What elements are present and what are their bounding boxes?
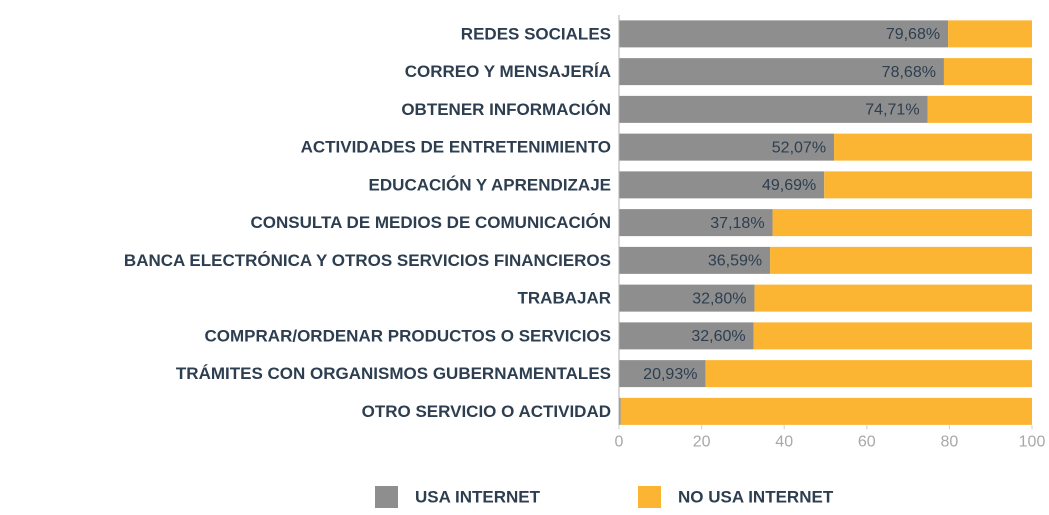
bar-segment xyxy=(619,284,755,312)
x-tick-label: 0 xyxy=(615,433,624,450)
category-label: CORREO Y MENSAJERÍA xyxy=(405,62,611,81)
bar-segment xyxy=(619,95,928,123)
value-label: 52,07% xyxy=(772,139,826,156)
bar-segment xyxy=(948,20,1032,48)
legend-swatch xyxy=(638,486,661,508)
bar-segment xyxy=(927,95,1032,123)
bar-segment xyxy=(619,209,773,237)
value-label: 32,80% xyxy=(692,290,746,307)
value-label: 20,93% xyxy=(643,366,697,383)
value-label: 37,18% xyxy=(710,215,764,232)
x-tick-label: 20 xyxy=(693,433,711,450)
x-tick-label: 80 xyxy=(941,433,959,450)
bar-segment xyxy=(619,171,825,199)
category-label: TRÁMITES CON ORGANISMOS GUBERNAMENTALES xyxy=(176,364,611,383)
bar-segment xyxy=(619,58,944,86)
value-label: 36,59% xyxy=(708,253,762,270)
legend-label: NO USA INTERNET xyxy=(678,487,834,506)
value-label: 79,68% xyxy=(886,26,940,43)
bar-segment xyxy=(770,246,1032,274)
category-label: REDES SOCIALES xyxy=(461,24,611,43)
x-tick-label: 100 xyxy=(1019,433,1046,450)
category-label: ACTIVIDADES DE ENTRETENIMIENTO xyxy=(301,138,611,157)
bar-segment xyxy=(943,58,1032,86)
category-label: EDUCACIÓN Y APRENDIZAJE xyxy=(369,175,611,194)
bar-segment xyxy=(619,133,835,161)
category-label: OBTENER INFORMACIÓN xyxy=(401,100,611,119)
legend-swatch xyxy=(375,486,398,508)
category-label: BANCA ELECTRÓNICA Y OTROS SERVICIOS FINA… xyxy=(124,251,611,270)
value-label: 74,71% xyxy=(865,102,919,119)
category-label: COMPRAR/ORDENAR PRODUCTOS O SERVICIOS xyxy=(205,326,611,345)
x-tick-label: 40 xyxy=(775,433,793,450)
bar-segment xyxy=(619,360,706,388)
bar-segment xyxy=(753,322,1032,350)
value-label: 32,60% xyxy=(691,328,745,345)
bar-segment xyxy=(772,209,1032,237)
legend-label: USA INTERNET xyxy=(415,487,541,506)
bar-segment xyxy=(619,397,621,425)
category-label: TRABAJAR xyxy=(518,289,612,308)
bar-segment xyxy=(834,133,1032,161)
bar-segment xyxy=(754,284,1032,312)
bar-segment xyxy=(619,246,771,274)
value-label: 49,69% xyxy=(762,177,816,194)
category-label: OTRO SERVICIO O ACTIVIDAD xyxy=(362,402,611,421)
bar-segment xyxy=(620,397,1032,425)
bar-segment xyxy=(619,322,754,350)
value-label: 78,68% xyxy=(882,64,936,81)
x-tick-label: 60 xyxy=(858,433,876,450)
category-label: CONSULTA DE MEDIOS DE COMUNICACIÓN xyxy=(251,213,611,232)
bar-segment xyxy=(705,360,1032,388)
bar-segment xyxy=(619,20,949,48)
bar-segment xyxy=(824,171,1032,199)
